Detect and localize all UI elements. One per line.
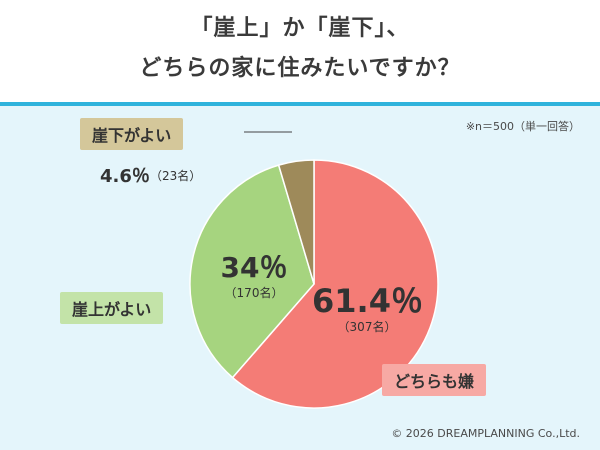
chart-header: 「崖上」か「崖下」、 どちらの家に住みたいですか？ bbox=[0, 0, 600, 106]
percent-label-gaishita: 4.6％ bbox=[100, 166, 150, 187]
slice-label-dochiramoiya: どちらも嫌 bbox=[382, 364, 487, 396]
chart-title-line-2: どちらの家に住みたいですか？ bbox=[139, 56, 461, 81]
pie-slices bbox=[189, 159, 439, 409]
slice-label-gaiue: 崖上がよい bbox=[60, 292, 164, 324]
chart-title-line-1: 「崖上」か「崖下」、 bbox=[190, 16, 410, 41]
pie-slice-dochiramoiya bbox=[231, 159, 439, 409]
slice-label-gaishita: 崖下がよい bbox=[80, 118, 184, 150]
percent-label-gaiue: 34％ bbox=[220, 251, 288, 284]
pie-slice-gaishita bbox=[277, 159, 315, 285]
sample-size-note: ※n＝500（単一回答） bbox=[465, 120, 580, 133]
copyright-text: © 2026 DREAMPLANNING Co.,Ltd. bbox=[391, 427, 580, 440]
count-label-gaishita: （23名） bbox=[150, 169, 202, 183]
count-label-gaiue: （170名） bbox=[224, 286, 284, 300]
percent-label-dochiramoiya: 61.4％ bbox=[312, 282, 423, 320]
count-label-dochiramoiya: （307名） bbox=[337, 320, 397, 334]
pie-slice-gaiue bbox=[189, 164, 315, 379]
